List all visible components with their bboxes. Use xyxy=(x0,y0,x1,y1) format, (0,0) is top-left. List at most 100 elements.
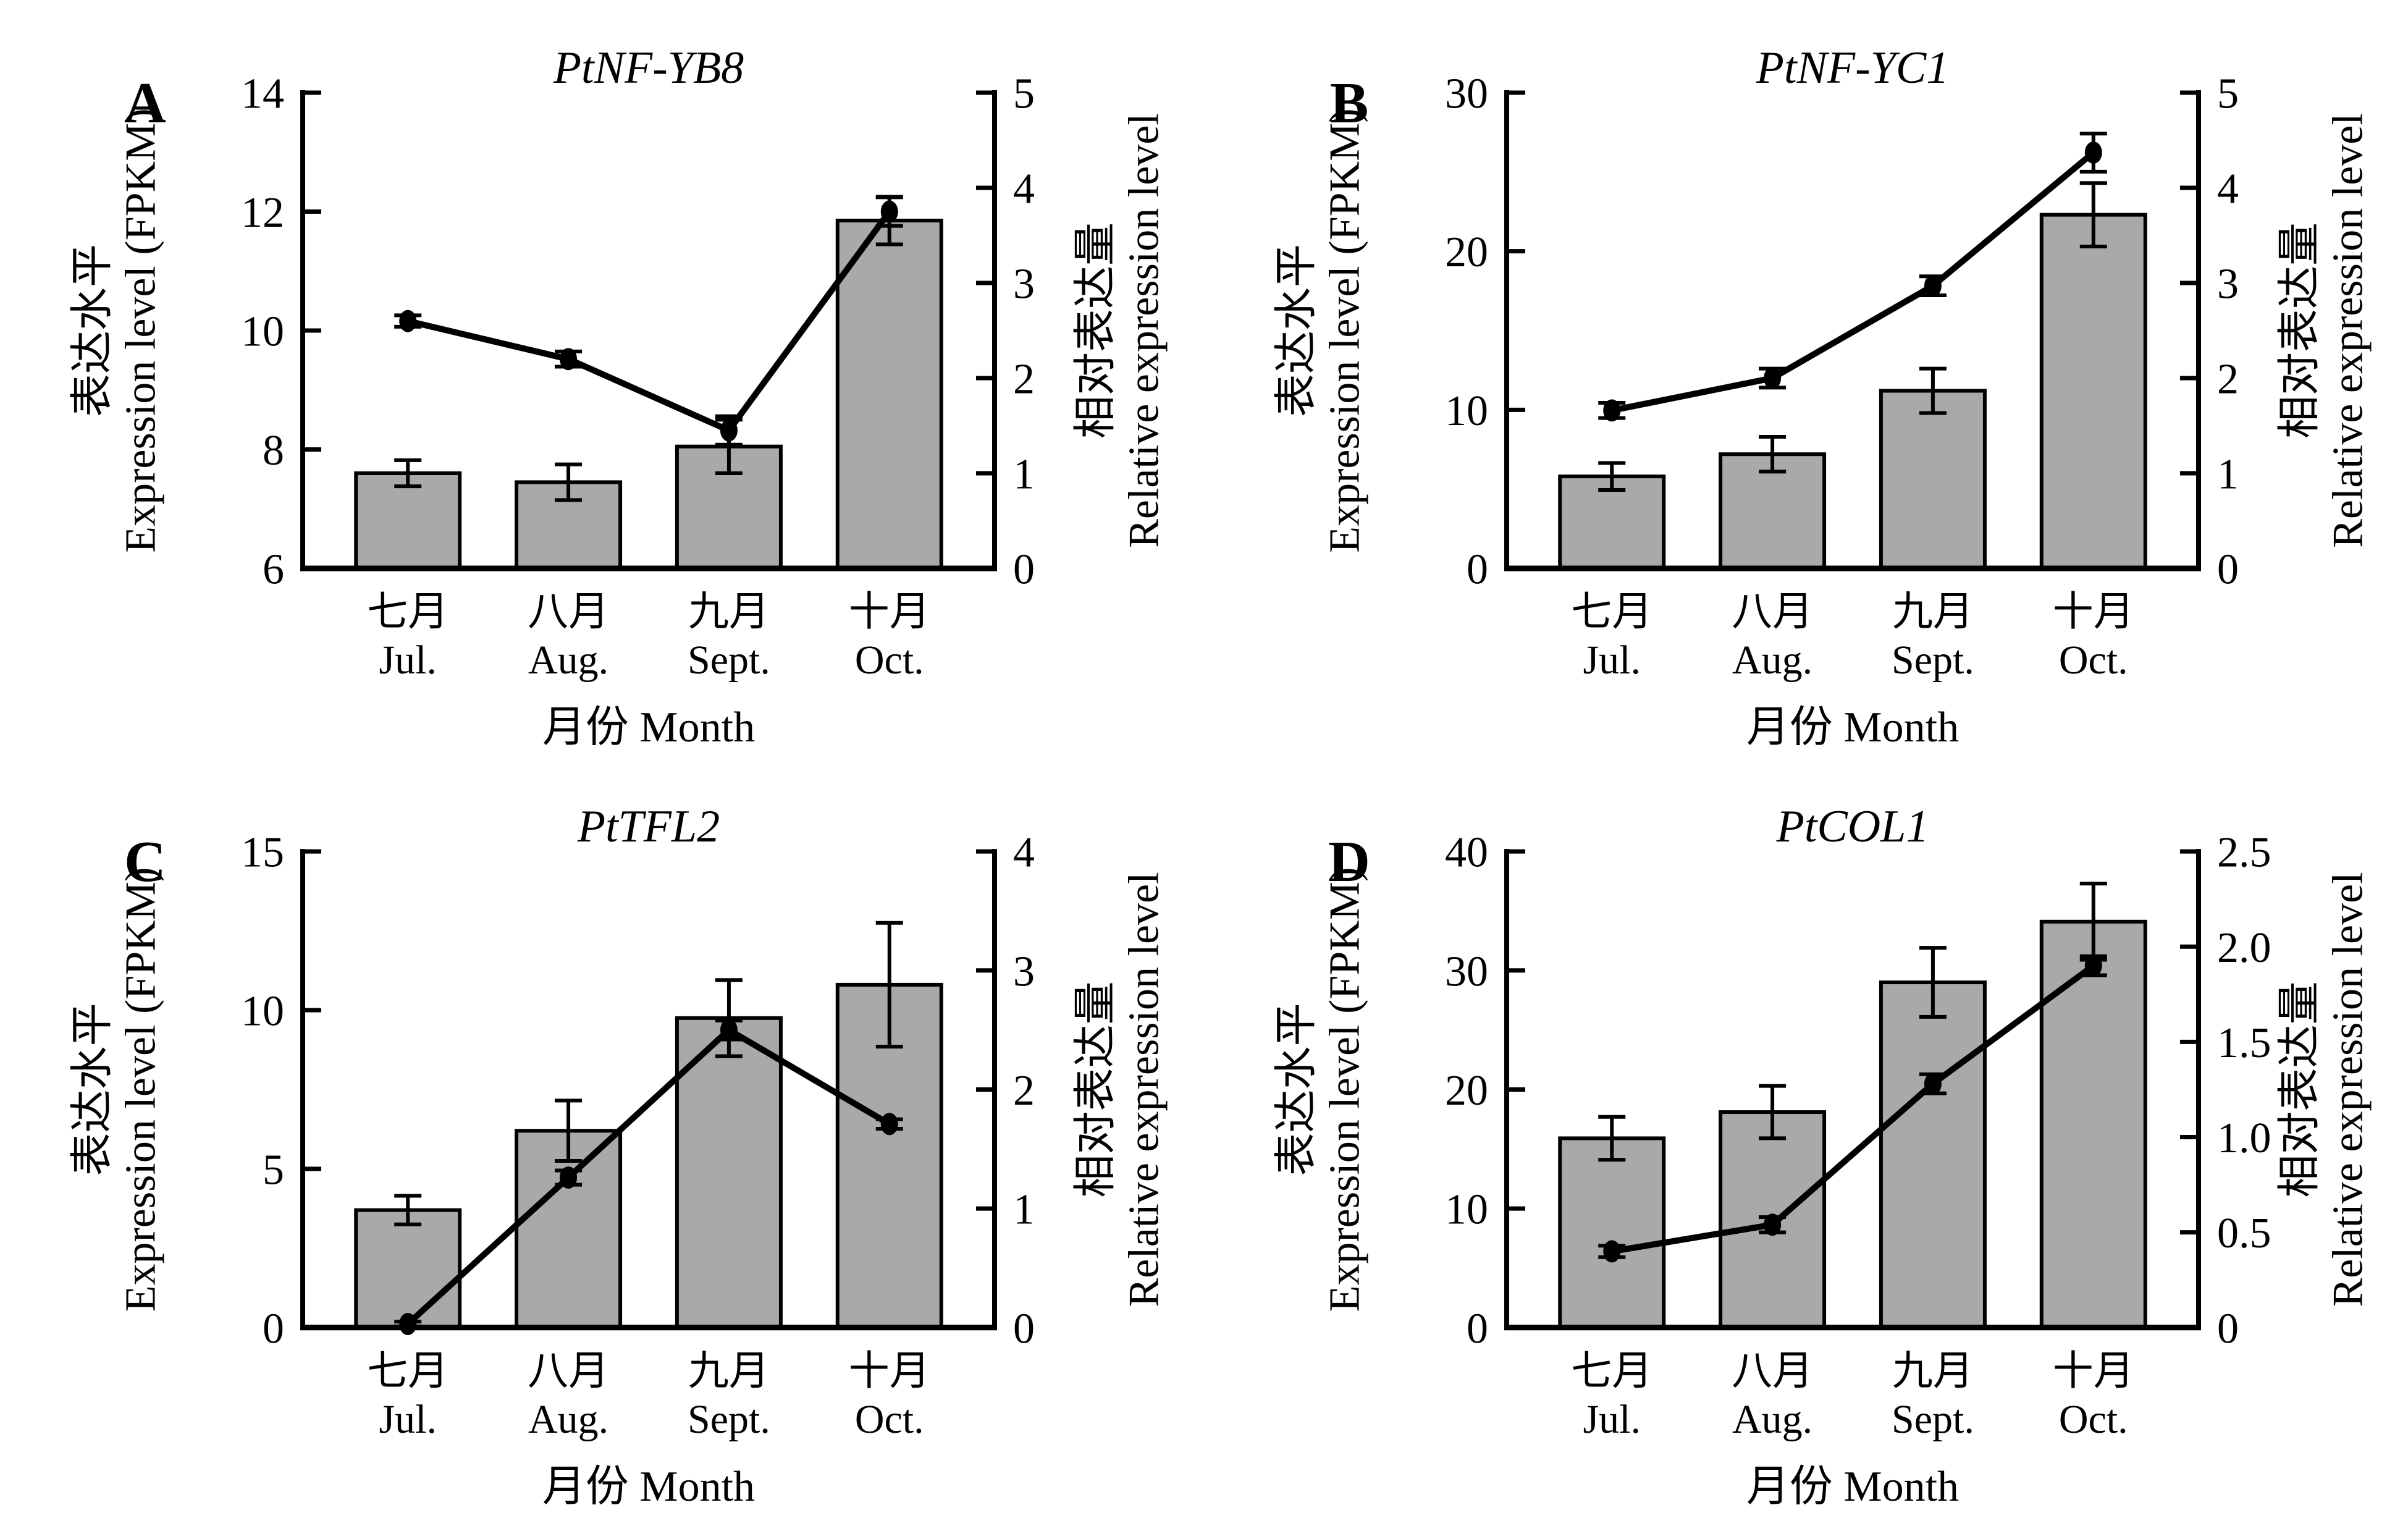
month-label-en-jul: Jul. xyxy=(1583,1397,1641,1442)
month-label-zh-oct: 十月 xyxy=(849,1349,930,1394)
left-axis-title-zh: 表达水平 xyxy=(1273,244,1321,417)
left-axis-title-zh: 表达水平 xyxy=(1273,1003,1321,1176)
x-axis-title: 月份 Month xyxy=(1746,1463,1959,1511)
bar-oct xyxy=(835,218,943,570)
right-tick-label: 0.5 xyxy=(2217,1210,2271,1257)
left-axis-title-en: Expression level (FPKM) xyxy=(117,108,165,552)
month-label-en-jul: Jul. xyxy=(379,1397,437,1442)
left-tick-label: 8 xyxy=(263,427,284,474)
left-tick-label: 10 xyxy=(1445,1186,1488,1234)
right-axis-title-en: Relative expression level xyxy=(1121,872,1168,1307)
data-point-marker-oct xyxy=(880,200,898,223)
bar-oct xyxy=(2039,919,2147,1330)
x-axis-title: 月份 Month xyxy=(1746,704,1959,751)
bar-error-sept xyxy=(1919,946,1947,1019)
data-point-marker-jul xyxy=(1603,1240,1621,1263)
month-label-zh-oct: 十月 xyxy=(2053,1349,2134,1394)
right-tick-label: 3 xyxy=(1013,948,1035,995)
bar-jul xyxy=(354,471,462,570)
month-label-zh-sept: 九月 xyxy=(1892,589,1974,635)
month-label-zh-sept: 九月 xyxy=(688,1349,770,1394)
right-tick-label: 1 xyxy=(1013,1186,1035,1234)
bar-error-oct xyxy=(2079,181,2107,248)
bar-error-aug xyxy=(1759,434,1787,474)
month-label-en-jul: Jul. xyxy=(1583,638,1641,683)
left-tick-label: 10 xyxy=(241,308,284,356)
month-label-zh-jul: 七月 xyxy=(1571,1349,1652,1394)
x-axis-title: 月份 Month xyxy=(542,1463,755,1511)
bar-error-sept xyxy=(1919,366,1947,415)
month-label-en-sept: Sept. xyxy=(1892,1397,1974,1442)
fpkm-bar-series xyxy=(354,982,943,1330)
month-label-zh-aug: 八月 xyxy=(1732,1349,1813,1394)
month-label-zh-sept: 九月 xyxy=(1892,1349,1974,1394)
month-label-zh-oct: 十月 xyxy=(2053,589,2134,635)
bar-error-jul xyxy=(1598,1115,1626,1162)
fpkm-bar-series xyxy=(1558,213,2147,571)
data-point-marker-sept xyxy=(720,419,738,442)
bar-oct xyxy=(2039,213,2147,570)
data-point-marker-jul xyxy=(399,310,417,332)
relative-expression-series xyxy=(394,1018,903,1335)
relative-expression-series xyxy=(1598,132,2107,422)
panel-letter: C xyxy=(124,830,166,894)
right-tick-label: 4 xyxy=(2217,166,2239,213)
left-tick-label: 30 xyxy=(1445,70,1488,118)
bar-error-aug xyxy=(555,1098,583,1163)
right-axis-title-en: Relative expression level xyxy=(1121,113,1168,548)
left-tick-label: 30 xyxy=(1445,948,1488,995)
data-point-marker-sept xyxy=(720,1019,738,1042)
x-axis-title: 月份 Month xyxy=(542,704,755,751)
bar-error-aug xyxy=(1759,1084,1787,1141)
data-point-marker-aug xyxy=(560,1166,578,1189)
panel-title: PtNF-YB8 xyxy=(553,43,744,93)
month-label-zh-sept: 九月 xyxy=(688,589,770,635)
right-axis-title-zh: 相对表达量 xyxy=(1072,222,1120,439)
panel-letter: B xyxy=(1330,71,1369,135)
left-tick-label: 10 xyxy=(1445,387,1488,435)
bar-sept xyxy=(1879,980,1987,1330)
left-axis-title-en: Expression level (FPKM) xyxy=(1321,108,1369,552)
left-axis-title-zh: 表达水平 xyxy=(69,1003,117,1176)
bar-sept xyxy=(675,1016,783,1330)
left-axis-title-en: Expression level (FPKM) xyxy=(1321,867,1369,1312)
data-point-marker-oct xyxy=(880,1113,898,1136)
data-point-marker-sept xyxy=(1924,1073,1942,1095)
month-label-en-oct: Oct. xyxy=(2059,638,2128,683)
panel-title: PtTFL2 xyxy=(577,801,720,852)
right-tick-label: 2.5 xyxy=(2217,829,2271,877)
bar-error-jul xyxy=(394,458,422,489)
panel-letter: A xyxy=(124,71,166,135)
panel-title: PtNF-YC1 xyxy=(1756,43,1949,93)
left-tick-label: 6 xyxy=(263,546,284,594)
relative-expression-line xyxy=(1611,963,2095,1255)
left-tick-label: 40 xyxy=(1445,829,1488,877)
right-tick-label: 4 xyxy=(1013,166,1035,213)
right-tick-label: 1.5 xyxy=(2217,1019,2271,1067)
axes: 0 10 20 30 40 0 0.5 1.0 1.5 2.0 2.5 xyxy=(1445,829,2271,1353)
left-tick-label: 15 xyxy=(241,829,284,877)
panel-letter: D xyxy=(1328,830,1370,894)
left-tick-label: 0 xyxy=(1467,1305,1488,1352)
data-point-marker-oct xyxy=(2084,141,2102,164)
right-tick-label: 2 xyxy=(1013,356,1035,403)
bar-jul xyxy=(1558,1136,1666,1330)
data-point-marker-aug xyxy=(560,348,578,371)
right-axis-title-zh: 相对表达量 xyxy=(1072,981,1120,1197)
relative-expression-line xyxy=(1611,150,2095,414)
month-label-zh-jul: 七月 xyxy=(1571,589,1652,635)
month-label-en-aug: Aug. xyxy=(1732,638,1812,683)
bar-jul xyxy=(354,1208,462,1330)
left-tick-label: 5 xyxy=(263,1146,284,1194)
month-label-zh-aug: 八月 xyxy=(528,1349,609,1394)
month-label-zh-jul: 七月 xyxy=(367,589,448,635)
fpkm-bar-series xyxy=(1558,919,2147,1330)
month-label-en-oct: Oct. xyxy=(855,1397,924,1442)
right-tick-label: 0 xyxy=(2217,546,2239,594)
month-label-en-jul: Jul. xyxy=(379,638,437,683)
data-point-marker-aug xyxy=(1764,367,1782,389)
left-tick-label: 20 xyxy=(1445,229,1488,276)
